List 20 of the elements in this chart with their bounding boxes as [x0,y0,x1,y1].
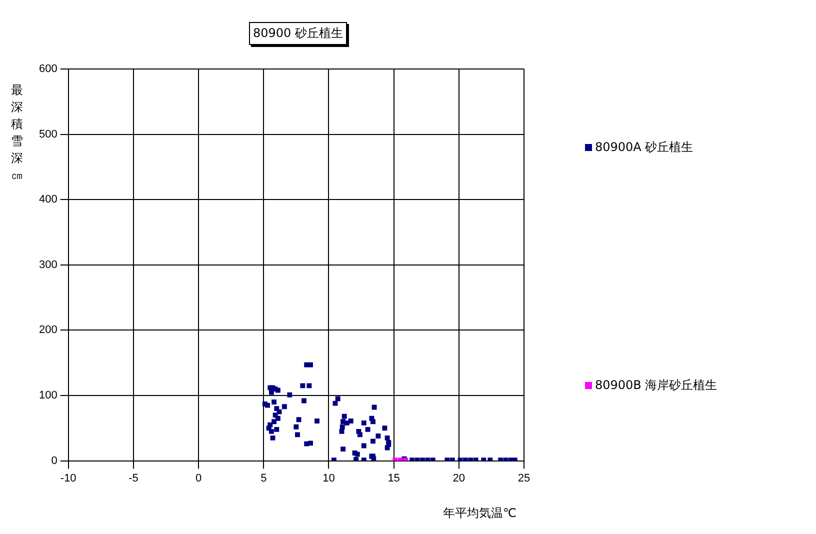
y-tick-label: 500 [38,128,58,140]
y-tick-label: 600 [38,63,58,76]
y-axis-title: 最深積雪深㎝ [11,82,24,184]
x-tick-label: 10 [322,472,335,484]
legend-label: 80900A 砂丘植生 [594,139,694,156]
chart-title: 80900 砂丘植生 [249,22,347,45]
x-tick-label: 5 [260,472,267,484]
x-tick-label: 20 [452,472,466,484]
x-axis-title: 年平均気温℃ [443,505,516,522]
x-tick-label: -10 [60,472,76,484]
y-tick-label: 100 [38,390,58,402]
y-tick-label: 0 [51,454,58,467]
x-tick-label: -5 [128,472,138,484]
y-tick-label: 300 [38,258,58,271]
legend-label: 80900B 海岸砂丘植生 [594,377,718,394]
y-tick-label: 200 [38,324,58,336]
x-tick-label: 15 [388,472,400,484]
x-tick-label: 0 [195,472,202,484]
y-tick-label: 400 [38,194,58,206]
x-tick-label: 25 [518,472,530,484]
